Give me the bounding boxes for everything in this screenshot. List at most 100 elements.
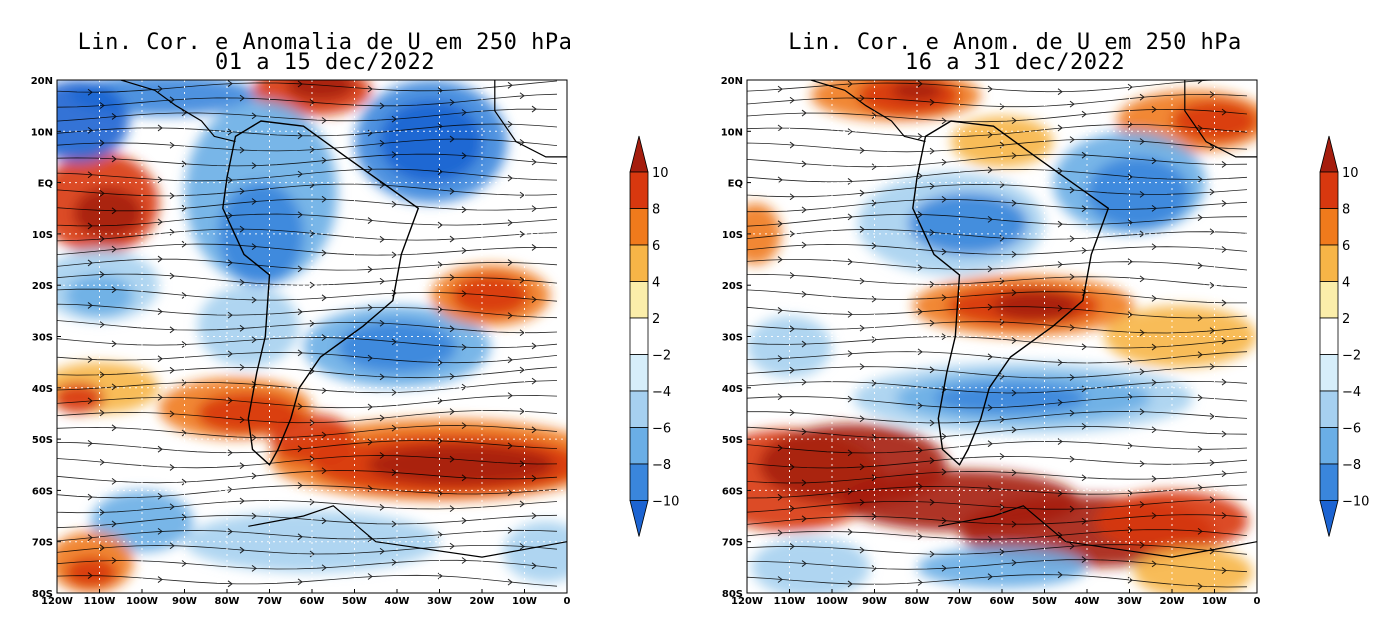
colorbar-label: −6 bbox=[652, 422, 671, 437]
streamline-arrow bbox=[1151, 243, 1157, 251]
anomaly-region bbox=[57, 382, 104, 414]
colorbar-label: −10 bbox=[1342, 495, 1369, 510]
streamline-arrow bbox=[181, 160, 187, 168]
streamline-arrow bbox=[239, 462, 245, 470]
streamline-arrow bbox=[157, 492, 163, 500]
streamline-arrow bbox=[871, 295, 877, 303]
streamline-arrow bbox=[251, 336, 257, 344]
anomaly-region bbox=[184, 510, 440, 573]
streamline-arrow bbox=[917, 533, 923, 541]
streamline-arrow bbox=[1197, 394, 1203, 402]
streamline-arrow bbox=[859, 277, 865, 285]
streamline-arrow bbox=[917, 264, 923, 272]
lat-tick-label: 40S bbox=[32, 384, 53, 395]
streamline-arrow bbox=[449, 373, 455, 380]
streamline-arrow bbox=[99, 139, 105, 147]
streamline-arrow bbox=[87, 88, 93, 96]
colorbar-min-arrow bbox=[1319, 500, 1339, 537]
streamline-arrow bbox=[227, 311, 233, 319]
streamline bbox=[57, 366, 558, 379]
lon-tick-label: 70W bbox=[257, 596, 282, 607]
streamline-arrow bbox=[461, 152, 467, 160]
streamline bbox=[747, 455, 1248, 469]
colorbar-swatch bbox=[1319, 317, 1339, 355]
streamline-arrow bbox=[367, 438, 373, 446]
streamline-arrow bbox=[801, 206, 807, 214]
streamline-arrow bbox=[239, 324, 245, 332]
streamline-arrow bbox=[1081, 556, 1087, 563]
streamline-arrow bbox=[917, 402, 923, 410]
lat-tick-label: EQ bbox=[38, 179, 53, 190]
streamline bbox=[747, 425, 1248, 439]
streamline-arrow bbox=[297, 445, 303, 453]
streamline-arrow bbox=[1081, 205, 1087, 213]
streamline-arrow bbox=[449, 455, 455, 463]
streamline-arrow bbox=[531, 342, 537, 350]
streamline-arrow bbox=[251, 512, 257, 520]
colorbar-swatch bbox=[1319, 354, 1339, 392]
streamline-arrow bbox=[1011, 337, 1017, 344]
streamline-arrow bbox=[1139, 501, 1145, 508]
streamline-arrow bbox=[297, 403, 303, 410]
streamline-arrow bbox=[251, 243, 257, 251]
streamline-arrow bbox=[1221, 108, 1227, 116]
streamline-arrow bbox=[181, 204, 187, 212]
streamline-arrow bbox=[507, 578, 513, 586]
streamline-arrow bbox=[1057, 490, 1063, 497]
lat-tick-label: EQ bbox=[728, 179, 743, 190]
anomaly-region bbox=[1087, 156, 1189, 229]
anomaly-region bbox=[286, 80, 355, 101]
streamline-arrow bbox=[1209, 547, 1215, 555]
streamline-arrow bbox=[1057, 88, 1063, 96]
streamline-arrow bbox=[519, 543, 525, 550]
streamline-arrow bbox=[929, 498, 935, 506]
streamline-arrow bbox=[1197, 445, 1203, 453]
streamline-arrow bbox=[777, 124, 783, 132]
streamline bbox=[747, 80, 1225, 93]
colorbar-label: −8 bbox=[652, 458, 671, 473]
streamline-arrow bbox=[1081, 343, 1087, 351]
streamline bbox=[57, 213, 558, 227]
streamline-arrow bbox=[801, 109, 807, 117]
streamline-arrow bbox=[531, 205, 537, 213]
streamline-arrow bbox=[157, 355, 163, 363]
streamline-arrow bbox=[859, 147, 865, 154]
streamline-arrow bbox=[1069, 455, 1075, 463]
streamline-arrow bbox=[309, 181, 315, 189]
streamline-arrow bbox=[1139, 138, 1145, 145]
streamline-arrow bbox=[99, 102, 105, 109]
streamline bbox=[57, 243, 558, 256]
anomaly-region bbox=[747, 315, 832, 378]
streamline-arrow bbox=[367, 85, 373, 93]
streamline-arrow bbox=[239, 225, 245, 233]
streamline-arrow bbox=[297, 170, 303, 178]
lon-tick-label: 0 bbox=[1254, 596, 1261, 607]
streamline-arrow bbox=[391, 115, 397, 123]
streamline bbox=[747, 289, 1247, 304]
streamline-arrow bbox=[801, 340, 807, 348]
streamline-arrow bbox=[1081, 110, 1087, 118]
lon-tick-label: 30W bbox=[1117, 596, 1142, 607]
streamline-arrow bbox=[169, 542, 175, 550]
streamline-arrow bbox=[999, 141, 1005, 149]
streamline bbox=[57, 183, 558, 197]
streamline-arrow bbox=[239, 416, 245, 424]
streamline-arrow bbox=[297, 80, 303, 88]
streamline-arrow bbox=[801, 479, 807, 487]
streamline-arrow bbox=[367, 304, 373, 312]
streamline-arrow bbox=[321, 157, 327, 164]
streamline-arrow bbox=[999, 103, 1005, 111]
colorbar-swatch bbox=[629, 208, 649, 246]
streamline-arrow bbox=[519, 276, 525, 284]
streamline-arrow bbox=[111, 113, 117, 120]
streamline bbox=[57, 485, 558, 499]
lon-tick-label: 0 bbox=[564, 596, 571, 607]
streamline-arrow bbox=[111, 245, 117, 253]
streamline-arrow bbox=[157, 445, 163, 453]
streamline-arrow bbox=[157, 85, 163, 93]
streamline bbox=[57, 395, 558, 409]
gridlines bbox=[57, 80, 567, 593]
streamline-arrow bbox=[789, 96, 795, 104]
streamline-arrow bbox=[321, 517, 327, 525]
streamline-arrow bbox=[1011, 152, 1017, 160]
